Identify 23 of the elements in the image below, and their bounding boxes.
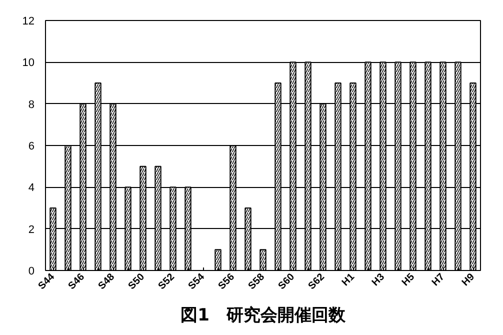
x-tick-label: S50 [126, 271, 148, 292]
x-tick-label: H7 [430, 271, 448, 288]
x-tick-label: S54 [186, 271, 208, 292]
x-tick-label: H5 [400, 271, 418, 288]
x-tick-label: S60 [276, 271, 298, 292]
y-tick-label: 0 [28, 266, 35, 278]
text: 図1 研究会開催回数 [180, 306, 346, 326]
x-tick-label: S58 [246, 271, 268, 292]
y-tick-label: 4 [28, 182, 35, 194]
x-tick-label: S46 [66, 271, 88, 292]
x-tick-label: S62 [306, 271, 328, 292]
x-tick-label: S52 [156, 271, 178, 292]
x-tick-label: S44 [36, 271, 58, 292]
x-tick-label: H3 [370, 271, 388, 288]
y-tick-label: 6 [28, 140, 35, 152]
y-tick-label: 12 [22, 16, 35, 28]
y-tick-label: 2 [28, 224, 35, 236]
x-tick-label: H9 [460, 271, 478, 288]
y-tick-label: 10 [22, 57, 35, 70]
x-tick-label: S48 [96, 271, 118, 292]
x-tick-label: H1 [340, 271, 358, 288]
y-tick-label: 8 [28, 98, 35, 111]
x-tick-label: S56 [216, 271, 238, 292]
